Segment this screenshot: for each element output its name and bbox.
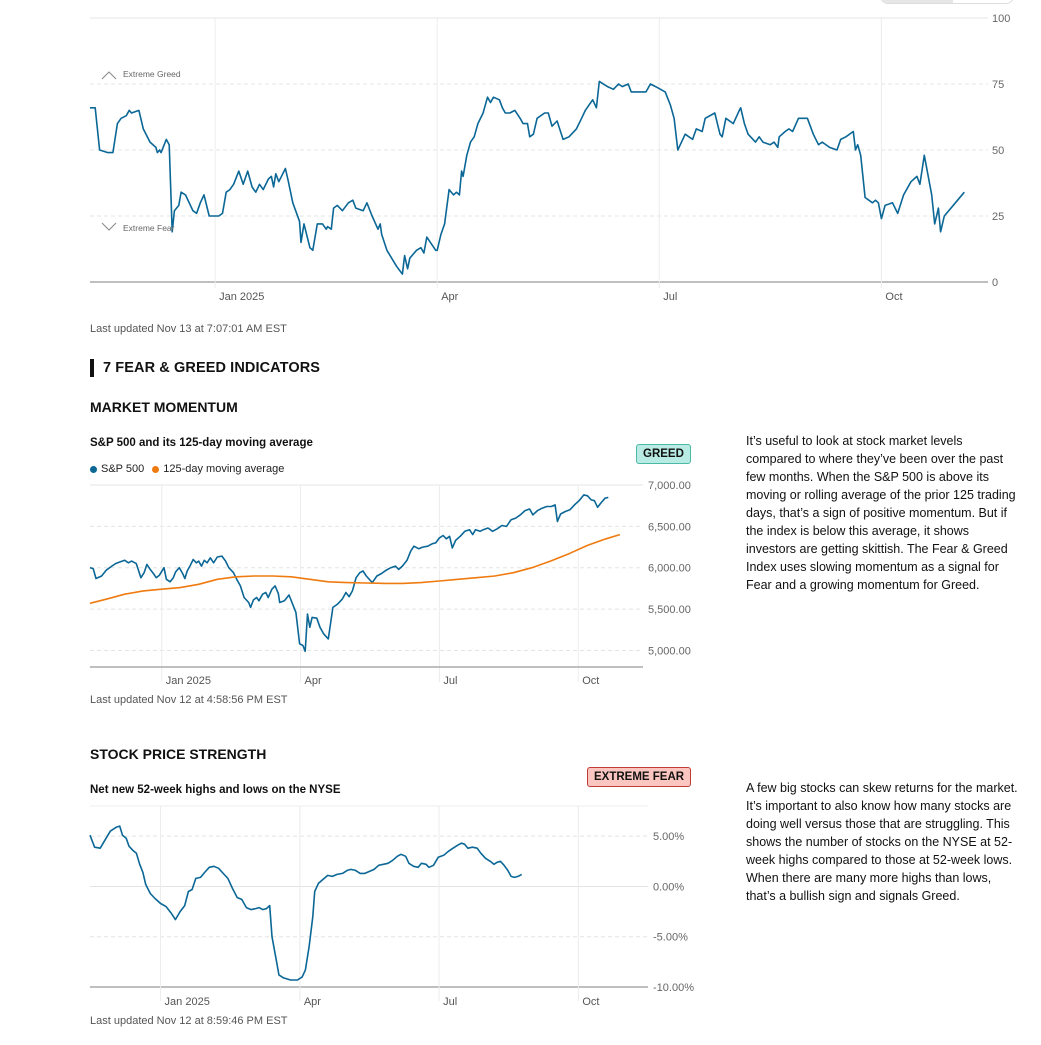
x-tick-label: Jul (663, 291, 677, 303)
market-momentum-subtitle: S&P 500 and its 125-day moving average (90, 437, 313, 449)
legend-sp500-label: S&P 500 (101, 463, 145, 475)
y-tick-label: -10.00% (653, 982, 694, 994)
extreme-greed-annotation: Extreme Greed (123, 69, 181, 79)
y-tick-label: 0 (992, 277, 998, 289)
toggle-selected-segment[interactable] (881, 0, 953, 3)
series-line-125-day-moving-average (89, 533, 621, 605)
x-tick-label: Apr (441, 291, 458, 303)
series-line-net-new-highs-lows (89, 825, 523, 981)
y-tick-label: 6,000.00 (648, 563, 691, 575)
legend-moving-average-label: 125-day moving average (163, 463, 285, 475)
indicators-section-title: 7 FEAR & GREED INDICATORS (103, 360, 321, 376)
x-tick-label: Jul (443, 996, 457, 1008)
x-tick-label: Jan 2025 (219, 291, 264, 303)
extreme-greed-caret-up-icon (101, 71, 117, 80)
stock-price-strength-chart: -10.00% -5.00% 0.00% 5.00% Jan 2025 Apr Jul Oct (89, 805, 694, 1008)
indicators-section-header: 7 FEAR & GREED INDICATORS (90, 358, 320, 378)
y-tick-label: 0.00% (653, 881, 684, 893)
x-tick-label: Jan 2025 (165, 996, 210, 1008)
x-tick-label: Jul (443, 675, 457, 687)
stock-price-strength-subtitle: Net new 52-week highs and lows on the NY… (90, 784, 341, 796)
stock-price-strength-heading: STOCK PRICE STRENGTH (90, 746, 267, 762)
series-line-fear-greed-index (90, 80, 965, 275)
x-tick-label: Oct (582, 675, 599, 687)
y-tick-label: 5,000.00 (648, 645, 691, 657)
y-tick-label: 7,000.00 (648, 480, 691, 492)
stock-price-strength-badge: EXTREME FEAR (587, 767, 692, 787)
extreme-fear-caret-down-icon (101, 222, 117, 231)
legend-sp500-dot (90, 465, 97, 473)
y-tick-label: 6,500.00 (648, 521, 691, 533)
y-tick-label: -5.00% (653, 932, 688, 944)
y-tick-label: 100 (992, 13, 1010, 25)
y-tick-label: 50 (992, 145, 1004, 157)
x-tick-label: Apr (304, 996, 321, 1008)
y-tick-label: 5.00% (653, 831, 684, 843)
fear-greed-last-updated: Last updated Nov 13 at 7:07:01 AM EST (90, 323, 287, 335)
series-line-s-p-500 (89, 494, 609, 653)
y-tick-label: 5,500.00 (648, 604, 691, 616)
market-momentum-badge: GREED (636, 444, 691, 464)
legend-moving-average-dot (152, 465, 160, 473)
y-tick-label: 25 (992, 211, 1004, 223)
extreme-fear-annotation: Extreme Fear (123, 223, 175, 233)
market-momentum-chart: 5,000.00 5,500.00 6,000.00 6,500.00 7,000.00… (89, 480, 691, 687)
market-momentum-heading: MARKET MOMENTUM (90, 399, 238, 415)
stock-price-strength-description: A few big stocks can skew returns for th… (746, 781, 1018, 903)
x-tick-label: Jan 2025 (166, 675, 211, 687)
x-tick-label: Oct (582, 996, 599, 1008)
y-tick-label: 75 (992, 79, 1004, 91)
stock-price-strength-last-updated: Last updated Nov 12 at 8:59:46 PM EST (90, 1015, 288, 1027)
market-momentum-last-updated: Last updated Nov 12 at 4:58:56 PM EST (90, 694, 288, 706)
market-momentum-legend: S&P 500 125-day moving average (90, 463, 284, 475)
fear-greed-chart: 0 25 50 75 100 Jan 2025 Apr Jul Oct Extreme Greed… (90, 13, 1010, 303)
x-tick-label: Apr (305, 675, 322, 687)
section-accent-bar (90, 359, 94, 377)
market-momentum-description: It’s useful to look at stock market leve… (746, 434, 1016, 592)
x-tick-label: Oct (885, 291, 902, 303)
